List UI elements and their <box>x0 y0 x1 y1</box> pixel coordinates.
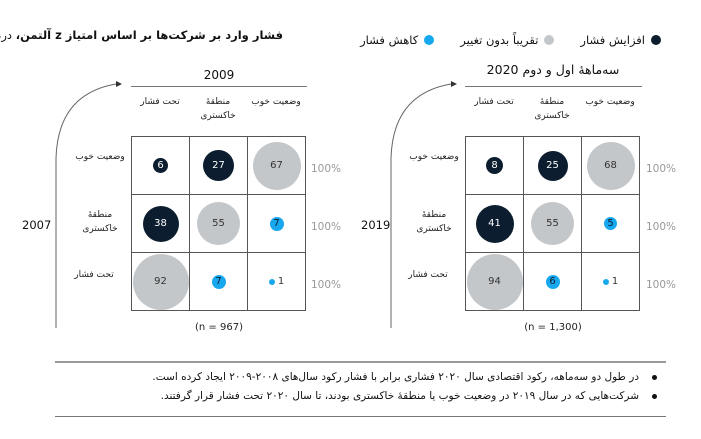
cell: 1 <box>582 253 640 311</box>
cell: 38 <box>132 195 190 253</box>
row-header: منطقهٔ خاکستری <box>82 210 118 234</box>
bubble-decrease: 6 <box>545 274 560 289</box>
panel-right-col-headers: وضعیت خوب منطقهٔ خاکستری تحت فشار <box>465 95 639 123</box>
bubble-increase: 25 <box>537 150 568 181</box>
legend-item-same: تقریباً بدون تغییر <box>460 33 555 47</box>
blue-dot-icon <box>268 278 275 285</box>
bubble-increase: 6 <box>153 158 168 173</box>
row-total: 100% <box>646 163 677 175</box>
cell: 25 <box>524 137 582 195</box>
bubble-value: 1 <box>277 276 285 287</box>
notes-bottom-divider <box>55 416 666 417</box>
cell: 92 <box>132 253 190 311</box>
cell: 41 <box>466 195 524 253</box>
cell: 1 <box>248 253 306 311</box>
cell: 67 <box>248 137 306 195</box>
panel-right-n-label: (n = 1,300) <box>524 322 582 333</box>
cell: 8 <box>466 137 524 195</box>
blue-dot-icon <box>602 278 609 285</box>
notes-list: در طول دو سه‌ماهه، رکود اقتصادی سال ۲۰۲۰… <box>152 368 659 406</box>
cell: 68 <box>582 137 640 195</box>
col-header: منطقهٔ خاکستری <box>534 97 570 121</box>
cell: 94 <box>466 253 524 311</box>
cell: 5 <box>582 195 640 253</box>
row-header: تحت فشار <box>408 270 448 280</box>
arrow-icon <box>390 81 457 328</box>
bubble-decrease: 7 <box>211 274 226 289</box>
row-total: 100% <box>646 221 677 233</box>
cell: 7 <box>248 195 306 253</box>
panel-left-grid: 6 27 67 38 55 7 92 7 1 <box>131 136 306 311</box>
row-total: 100% <box>311 279 342 291</box>
col-header: وضعیت خوب <box>251 97 301 107</box>
cell: 6 <box>132 137 190 195</box>
legend-item-decrease: کاهش فشار <box>360 33 435 47</box>
row-header: وضعیت خوب <box>409 152 459 162</box>
note-item: شرکت‌هایی که در سال ۲۰۱۹ در وضعیت خوب یا… <box>152 387 659 406</box>
blue-dot-icon <box>424 35 435 45</box>
panel-right-side-label: 2019 <box>361 218 391 232</box>
bubble-decrease: 5 <box>604 217 617 230</box>
row-total: 100% <box>311 221 342 233</box>
dark-dot-icon <box>651 35 661 45</box>
chart-title: فشار وارد بر شرکت‌ها بر اساس امتیاز z آل… <box>0 28 283 42</box>
bubble-same: 67 <box>252 141 301 190</box>
bubble-decrease: 7 <box>269 216 284 231</box>
chart-title-unit: درصد <box>0 28 13 42</box>
chart-title-bold: فشار وارد بر شرکت‌ها بر اساس امتیاز z آل… <box>15 28 283 42</box>
bubble-increase: 38 <box>142 205 179 242</box>
bubble-same: 68 <box>586 141 635 190</box>
cell: 7 <box>190 253 248 311</box>
cell: 27 <box>190 137 248 195</box>
bubble-same: 92 <box>132 253 189 310</box>
bubble-value: 1 <box>611 276 619 287</box>
panel-right-header-line <box>465 86 642 87</box>
panel-right-grid: 8 25 68 41 55 5 94 6 1 <box>465 136 640 311</box>
col-header: وضعیت خوب <box>585 97 635 107</box>
bubble-increase: 41 <box>475 204 514 243</box>
bubble-increase: 8 <box>486 157 503 174</box>
arrow-icon <box>55 81 122 328</box>
col-header: تحت فشار <box>140 97 180 107</box>
row-header: تحت فشار <box>74 270 114 280</box>
panel-left-n-label: (n = 967) <box>195 322 243 333</box>
legend-label: تقریباً بدون تغییر <box>460 33 539 47</box>
row-total: 100% <box>646 279 677 291</box>
note-item: در طول دو سه‌ماهه، رکود اقتصادی سال ۲۰۲۰… <box>152 368 659 387</box>
bubble-same: 55 <box>531 202 574 245</box>
legend-label: کاهش فشار <box>360 33 419 47</box>
cell: 55 <box>190 195 248 253</box>
panel-left-top-label: 2009 <box>203 68 235 82</box>
col-header: تحت فشار <box>474 97 514 107</box>
panel-right-top-label: سه‌ماههٔ اول و دوم 2020 <box>486 62 620 77</box>
notes-top-divider <box>55 361 666 363</box>
col-header: منطقهٔ خاکستری <box>200 97 236 121</box>
legend-item-increase: افزایش فشار <box>580 33 661 47</box>
gray-dot-icon <box>544 35 555 45</box>
bubble-same: 55 <box>197 202 240 245</box>
bubble-same: 94 <box>466 253 523 310</box>
legend: کاهش فشار تقریباً بدون تغییر افزایش فشار <box>360 33 661 47</box>
panel-left-col-headers: وضعیت خوب منطقهٔ خاکستری تحت فشار <box>131 95 305 123</box>
cell: 6 <box>524 253 582 311</box>
bubble-decrease-small: 1 <box>268 276 285 287</box>
row-header: وضعیت خوب <box>75 152 125 162</box>
panel-left-side-label: 2007 <box>22 218 52 232</box>
bubble-increase: 27 <box>203 150 234 181</box>
row-header: منطقهٔ خاکستری <box>416 210 452 234</box>
bubble-decrease-small: 1 <box>602 276 619 287</box>
legend-label: افزایش فشار <box>580 33 645 47</box>
panel-left-header-line <box>131 86 307 87</box>
row-total: 100% <box>311 163 342 175</box>
cell: 55 <box>524 195 582 253</box>
